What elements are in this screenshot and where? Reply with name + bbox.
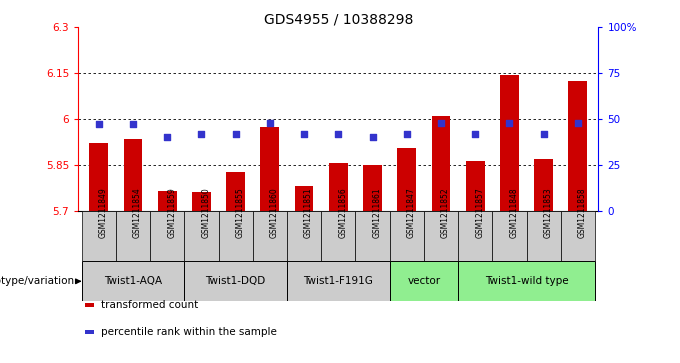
- Bar: [260, 127, 279, 211]
- Bar: [458, 211, 492, 261]
- Bar: [287, 211, 321, 261]
- Bar: [561, 211, 595, 261]
- Bar: [124, 139, 142, 211]
- Bar: [184, 261, 287, 301]
- Text: Twist1-AQA: Twist1-AQA: [104, 276, 162, 286]
- Bar: [492, 211, 526, 261]
- Bar: [466, 161, 485, 211]
- Point: [470, 131, 481, 136]
- Text: GSM1211857: GSM1211857: [475, 188, 484, 238]
- Bar: [184, 211, 218, 261]
- Point: [128, 122, 139, 127]
- Point: [435, 120, 446, 126]
- Point: [367, 134, 378, 140]
- Bar: [116, 211, 150, 261]
- Bar: [287, 261, 390, 301]
- Text: genotype/variation: genotype/variation: [0, 276, 75, 286]
- Text: GSM1211861: GSM1211861: [373, 188, 381, 238]
- Text: GSM1211852: GSM1211852: [441, 188, 450, 238]
- Bar: [329, 163, 347, 211]
- Point: [333, 131, 343, 136]
- Point: [231, 131, 241, 136]
- Text: GSM1211847: GSM1211847: [407, 188, 415, 238]
- Bar: [226, 172, 245, 211]
- Bar: [253, 211, 287, 261]
- Text: GSM1211856: GSM1211856: [338, 188, 347, 238]
- Text: GSM1211855: GSM1211855: [236, 188, 245, 238]
- Title: GDS4955 / 10388298: GDS4955 / 10388298: [264, 12, 413, 26]
- Bar: [390, 211, 424, 261]
- Point: [401, 131, 412, 136]
- Bar: [158, 191, 177, 211]
- Bar: [390, 261, 458, 301]
- Bar: [534, 159, 553, 211]
- Bar: [526, 211, 561, 261]
- Text: GSM1211858: GSM1211858: [578, 188, 587, 238]
- Text: transformed count: transformed count: [101, 300, 198, 310]
- Text: GSM1211853: GSM1211853: [543, 188, 553, 238]
- Bar: [424, 211, 458, 261]
- Bar: [397, 148, 416, 211]
- Point: [265, 120, 275, 126]
- Text: GSM1211851: GSM1211851: [304, 188, 313, 238]
- Bar: [89, 143, 108, 211]
- Point: [504, 120, 515, 126]
- Bar: [82, 261, 184, 301]
- Text: GSM1211860: GSM1211860: [270, 188, 279, 238]
- Bar: [82, 211, 116, 261]
- Text: Twist1-wild type: Twist1-wild type: [485, 276, 568, 286]
- Text: GSM1211848: GSM1211848: [509, 188, 518, 238]
- Bar: [150, 211, 184, 261]
- Bar: [432, 116, 450, 211]
- Bar: [500, 74, 519, 211]
- Point: [93, 122, 104, 127]
- Text: Twist1-F191G: Twist1-F191G: [303, 276, 373, 286]
- Point: [196, 131, 207, 136]
- Text: GSM1211854: GSM1211854: [133, 188, 142, 238]
- Text: Twist1-DQD: Twist1-DQD: [205, 276, 266, 286]
- Bar: [294, 186, 313, 211]
- Text: GSM1211849: GSM1211849: [99, 188, 107, 238]
- Text: percentile rank within the sample: percentile rank within the sample: [101, 327, 276, 337]
- Text: vector: vector: [407, 276, 441, 286]
- Point: [538, 131, 549, 136]
- Bar: [218, 211, 253, 261]
- Bar: [192, 192, 211, 211]
- Bar: [356, 211, 390, 261]
- Bar: [363, 165, 382, 211]
- Point: [162, 134, 173, 140]
- Bar: [458, 261, 595, 301]
- Text: GSM1211850: GSM1211850: [201, 188, 210, 238]
- Bar: [568, 81, 588, 211]
- Bar: [321, 211, 356, 261]
- Text: GSM1211859: GSM1211859: [167, 188, 176, 238]
- Point: [299, 131, 309, 136]
- Point: [573, 120, 583, 126]
